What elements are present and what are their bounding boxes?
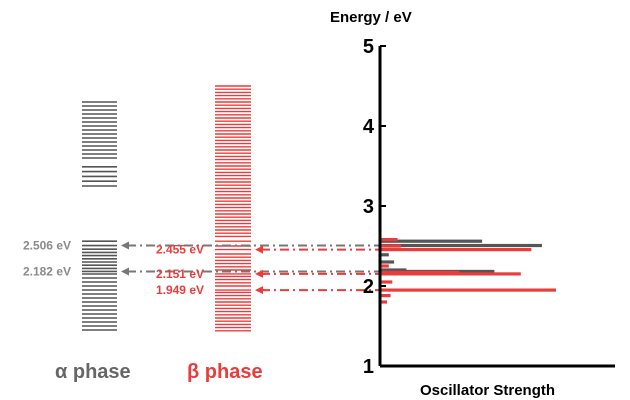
y-tick-label: 3 [363, 196, 374, 218]
oscillator-strength-bars [380, 238, 556, 304]
alpha-strength-bar [380, 243, 542, 248]
beta-strength-bar [380, 238, 398, 242]
beta-strength-bar [380, 244, 402, 248]
alpha-strength-bar [380, 260, 395, 264]
energy-annotation-label: 1.949 eV [156, 283, 204, 297]
beta-strength-bar [380, 248, 532, 252]
energy-annotation-label: 2.506 eV [23, 239, 71, 253]
energy-annotation-label: 2.455 eV [156, 243, 204, 257]
beta-energy-levels [215, 85, 251, 332]
y-tick-label: 2 [363, 276, 374, 298]
beta-strength-bar [380, 288, 556, 292]
arrowhead-icon [121, 241, 129, 250]
y-tick-label: 5 [363, 36, 374, 58]
energy-axis: 1 2 3 4 5 [363, 36, 615, 378]
alpha-strength-bar [380, 253, 389, 257]
x-axis-title: Oscillator Strength [420, 382, 555, 399]
y-tick-label: 4 [363, 116, 375, 138]
beta-strength-bar [380, 270, 460, 274]
beta-strength-bar [380, 264, 389, 268]
energy-annotation-label: 2.182 eV [23, 264, 71, 278]
alpha-strength-bar [380, 268, 407, 272]
energy-annotation-label: 2.151 eV [156, 267, 204, 281]
beta-strength-bar [380, 300, 388, 304]
arrowhead-icon [121, 267, 129, 276]
y-tick-label: 1 [363, 356, 374, 378]
beta-strength-bar [380, 280, 393, 284]
arrowhead-icon [255, 269, 263, 278]
beta-strength-bar [380, 294, 391, 298]
transition-connectors [121, 241, 488, 295]
y-axis-title: Energy / eV [330, 9, 412, 26]
arrowhead-icon [255, 245, 263, 254]
legend-alpha-phase: α phase [55, 361, 131, 383]
legend-beta-phase: β phase [187, 361, 263, 383]
alpha-energy-levels [82, 101, 117, 331]
energy-annotations: 2.506 eV 2.182 eV 2.455 eV 2.151 eV 1.949 eV [23, 239, 204, 298]
arrowhead-icon [255, 286, 263, 295]
alpha-strength-bar [380, 239, 483, 243]
